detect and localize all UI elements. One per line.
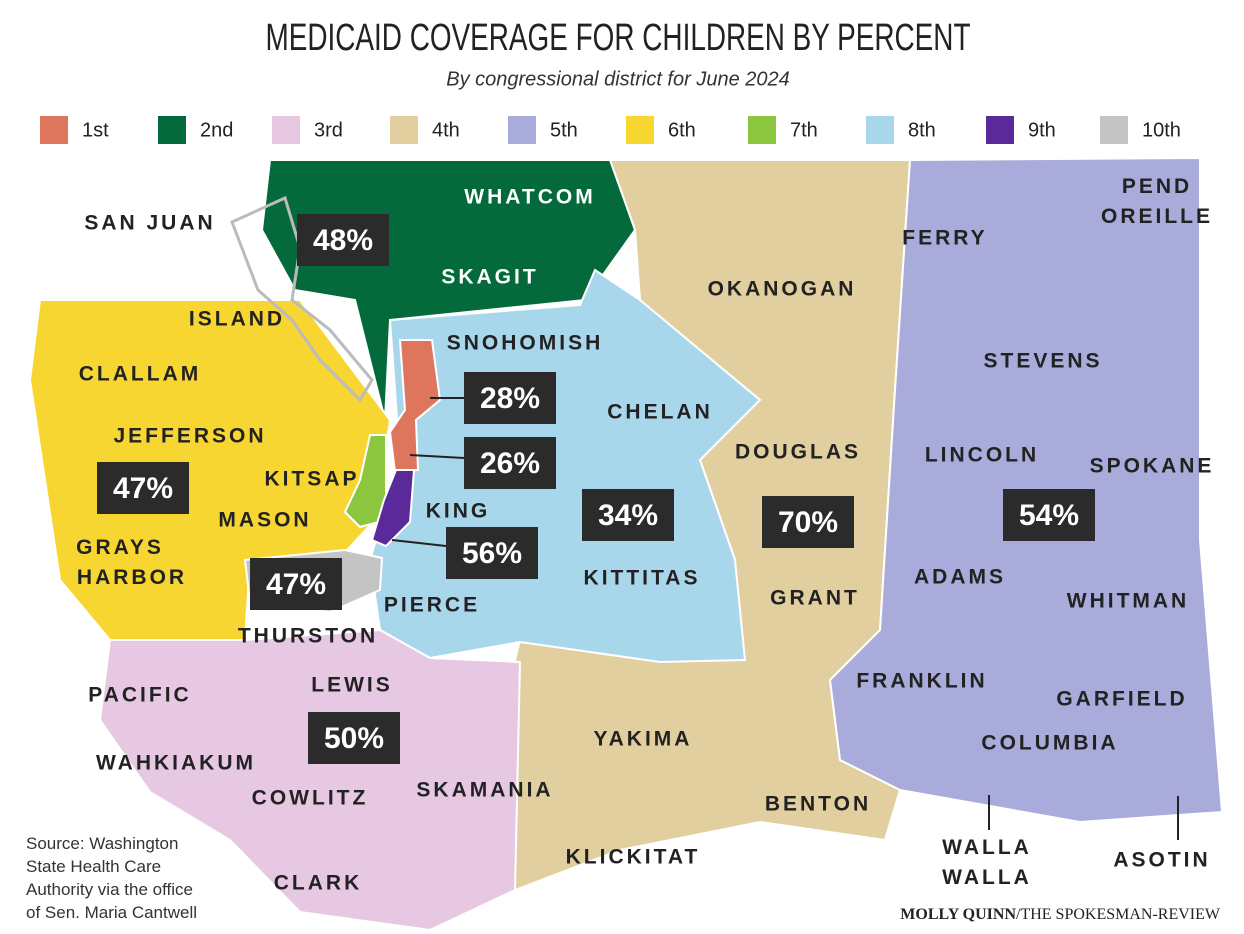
county-label: SAN JUAN xyxy=(84,212,215,235)
legend-label: 2nd xyxy=(200,119,233,141)
county-label: KITTITAS xyxy=(584,567,701,590)
county-label: FRANKLIN xyxy=(856,670,987,693)
county-label: SKAMANIA xyxy=(416,779,553,802)
percent-label: 54% xyxy=(1019,499,1079,532)
county-label: SKAGIT xyxy=(441,266,538,289)
county-label: THURSTON xyxy=(238,625,378,648)
county-label: PACIFIC xyxy=(88,684,191,707)
county-label: WHITMAN xyxy=(1067,590,1189,613)
county-label: BENTON xyxy=(765,793,871,816)
county-label: KING xyxy=(426,500,491,523)
leader-line xyxy=(391,539,447,547)
county-label: COLUMBIA xyxy=(981,732,1118,755)
label-box xyxy=(464,372,556,424)
county-label: CLARK xyxy=(274,872,363,895)
legend-label: 4th xyxy=(432,119,460,141)
percent-labels: 28% 48% 50% 70% 54% 47% 26% 34% 56% 47% xyxy=(97,214,1095,764)
county-label: GARFIELD xyxy=(1056,688,1187,711)
county-label: ISLAND xyxy=(189,308,285,331)
label-box xyxy=(1003,489,1095,541)
legend-label: 6th xyxy=(668,119,696,141)
county-label: YAKIMA xyxy=(594,728,693,751)
label-box xyxy=(582,489,674,541)
legend-label: 7th xyxy=(790,119,818,141)
percent-label: 47% xyxy=(266,568,326,601)
county-label: LEWIS xyxy=(311,674,393,697)
county-label: JEFFERSON xyxy=(113,425,266,448)
legend-swatch xyxy=(866,116,894,144)
county-label: ADAMS xyxy=(914,566,1006,589)
county-label: ASOTIN xyxy=(1113,849,1210,872)
county-labels: WHATCOM SKAGIT SAN JUAN ISLAND SNOHOMISH… xyxy=(76,175,1215,895)
county-label: STEVENS xyxy=(983,350,1102,373)
district-region xyxy=(370,469,416,548)
legend-swatch xyxy=(40,116,68,144)
percent-label: 70% xyxy=(778,506,838,539)
county-label: KLICKITAT xyxy=(566,846,701,869)
title: MEDICAID COVERAGE FOR CHILDREN BY PERCEN… xyxy=(266,17,971,59)
district-region xyxy=(343,434,387,529)
label-box xyxy=(250,558,342,610)
legend-swatch xyxy=(626,116,654,144)
county-label: PEND OREILLE xyxy=(1101,175,1213,228)
county-label: WALLA WALLA xyxy=(942,836,1032,889)
county-label: OKANOGAN xyxy=(708,278,857,301)
legend-label: 5th xyxy=(550,119,578,141)
source-note: Source: Washington State Health Care Autho… xyxy=(26,834,197,922)
subtitle: By congressional district for June 2024 xyxy=(446,68,790,90)
label-box xyxy=(464,437,556,489)
legend-label: 8th xyxy=(908,119,936,141)
label-box xyxy=(308,712,400,764)
county-label: SPOKANE xyxy=(1090,455,1215,478)
legend-swatch xyxy=(986,116,1014,144)
percent-label: 48% xyxy=(313,224,373,257)
county-label: WHATCOM xyxy=(464,186,595,209)
county-label: MASON xyxy=(218,509,311,532)
island-outline xyxy=(230,195,374,403)
label-box xyxy=(297,214,389,266)
county-label: SNOHOMISH xyxy=(447,332,604,355)
district-region xyxy=(98,628,522,932)
percent-label: 26% xyxy=(480,447,540,480)
county-label: WAHKIAKUM xyxy=(96,752,256,775)
legend-label: 3rd xyxy=(314,119,343,141)
county-label: DOUGLAS xyxy=(735,441,861,464)
district-region xyxy=(388,339,442,474)
legend-swatch xyxy=(158,116,186,144)
county-label: PIERCE xyxy=(384,594,480,617)
legend-swatch xyxy=(508,116,536,144)
legend-swatch xyxy=(1100,116,1128,144)
county-label: GRANT xyxy=(770,587,860,610)
legend-swatch xyxy=(390,116,418,144)
percent-label: 50% xyxy=(324,722,384,755)
county-label: CHELAN xyxy=(607,401,713,424)
county-label: CLALLAM xyxy=(79,363,201,386)
leader-line xyxy=(409,454,465,459)
county-label: FERRY xyxy=(902,227,987,250)
legend-swatch xyxy=(748,116,776,144)
credit: MOLLY QUINN/THE SPOKESMAN-REVIEW xyxy=(900,906,1221,923)
legend: 1st 2nd 3rd 4th 5th 6th 7th 8th 9th 10th xyxy=(40,116,1181,144)
county-label: LINCOLN xyxy=(925,444,1039,467)
label-box xyxy=(97,462,189,514)
county-label: COWLITZ xyxy=(252,787,369,810)
label-box xyxy=(446,527,538,579)
percent-label: 47% xyxy=(113,472,173,505)
percent-label: 56% xyxy=(462,537,522,570)
legend-label: 1st xyxy=(82,119,109,141)
percent-label: 28% xyxy=(480,382,540,415)
legend-label: 10th xyxy=(1142,119,1181,141)
label-box xyxy=(762,496,854,548)
county-label: GRAYS HARBOR xyxy=(76,536,187,589)
legend-swatch xyxy=(272,116,300,144)
map xyxy=(28,156,1224,932)
percent-label: 34% xyxy=(598,499,658,532)
legend-label: 9th xyxy=(1028,119,1056,141)
county-label: KITSAP xyxy=(264,468,359,491)
